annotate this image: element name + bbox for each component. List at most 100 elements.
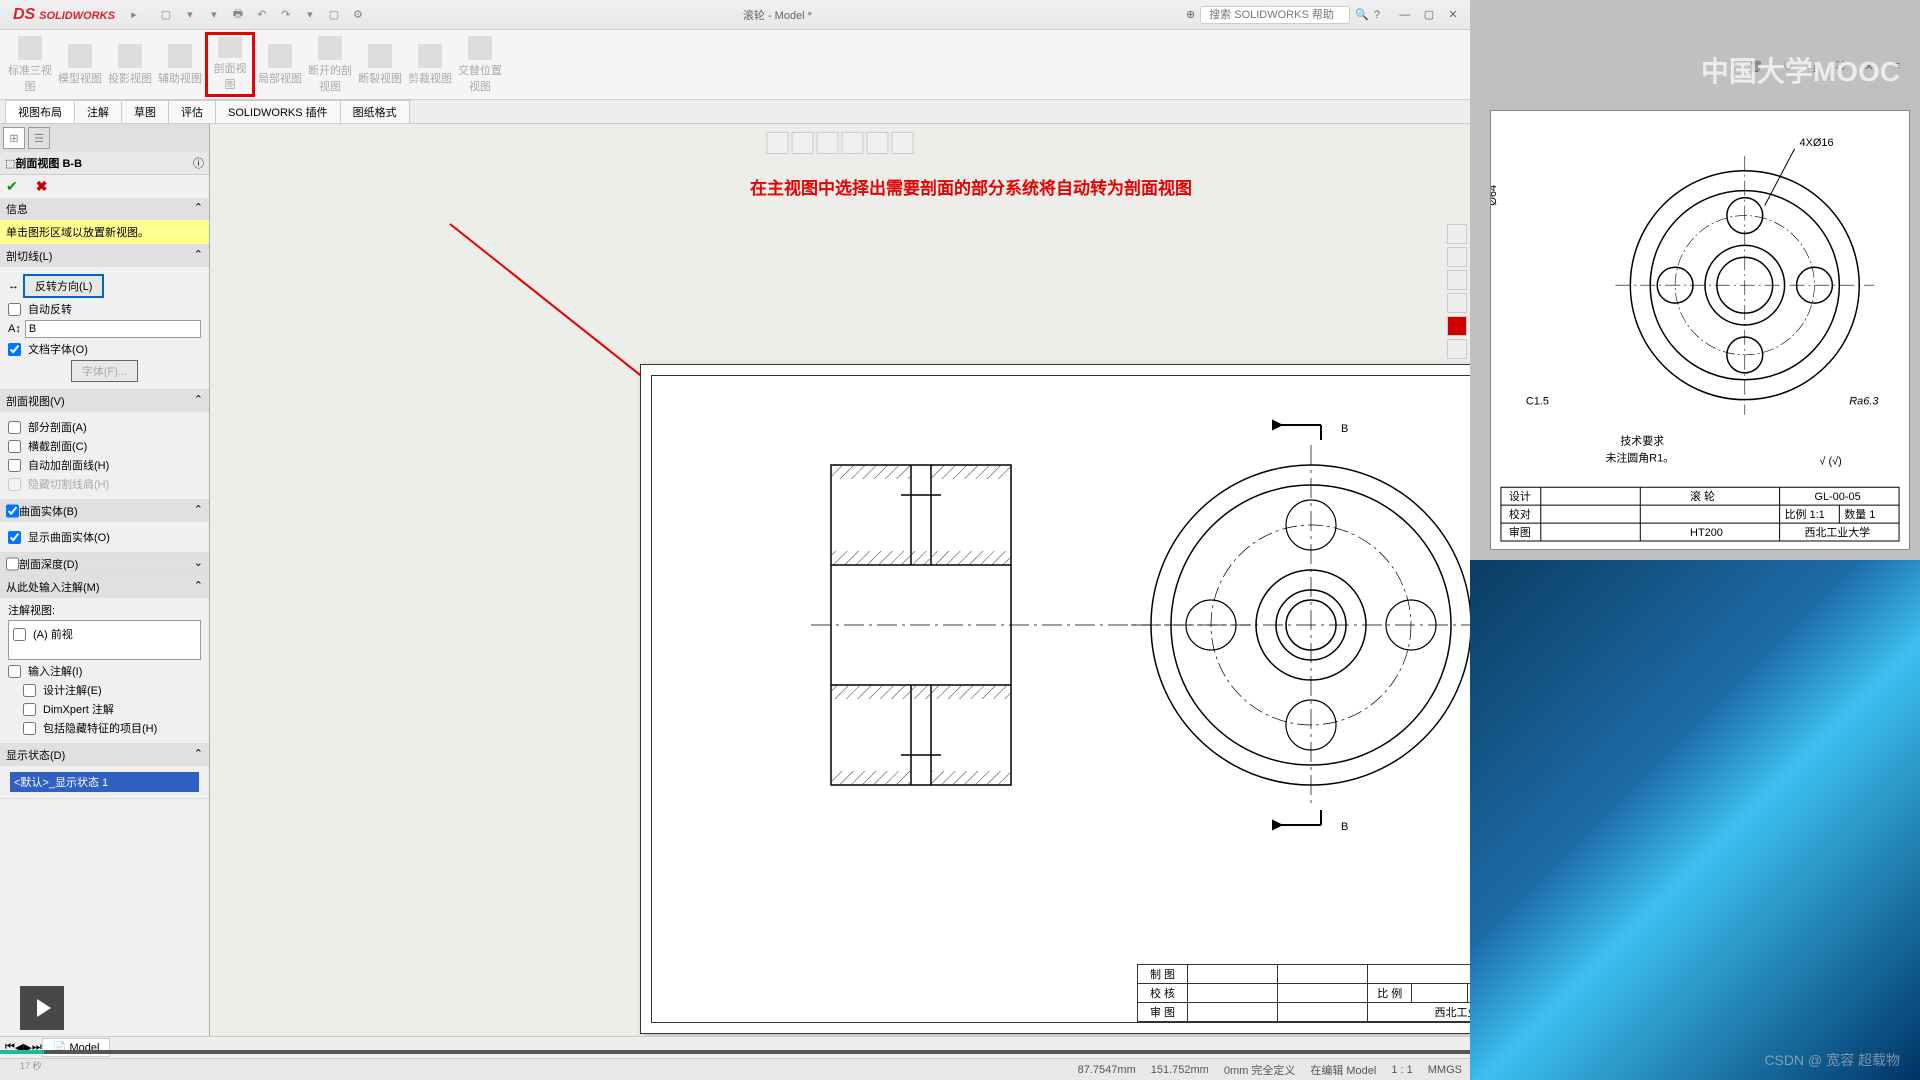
status-mode: 在编辑 Model bbox=[1310, 1062, 1376, 1078]
status-scale[interactable]: 1 : 1 bbox=[1391, 1064, 1412, 1076]
tab-0[interactable]: 视图布局 bbox=[5, 100, 75, 123]
surface-body-checkbox[interactable] bbox=[6, 503, 19, 519]
tab-3[interactable]: 评估 bbox=[168, 100, 216, 123]
ribbon-btn-4[interactable]: 剖面视图 bbox=[205, 32, 255, 97]
panel-tab1-icon[interactable]: ⊞ bbox=[3, 127, 25, 149]
svg-text:数量 1: 数量 1 bbox=[1844, 508, 1875, 521]
search-go-icon[interactable]: 🔍 bbox=[1355, 8, 1369, 21]
ribbon-btn-5[interactable]: 局部视图 bbox=[255, 32, 305, 97]
collapse-icon[interactable]: ⌄ bbox=[194, 556, 203, 572]
slice-section-checkbox[interactable] bbox=[8, 440, 21, 453]
properties-icon[interactable] bbox=[1447, 339, 1467, 359]
surface-header[interactable]: 曲面实体(B) bbox=[19, 503, 194, 519]
undo-icon[interactable]: ↶ bbox=[251, 4, 273, 26]
maximize-icon[interactable]: ▢ bbox=[1417, 5, 1441, 25]
search-help-input[interactable] bbox=[1200, 6, 1350, 24]
section-depth-checkbox[interactable] bbox=[6, 556, 19, 572]
tab-2[interactable]: 草图 bbox=[121, 100, 169, 123]
redo-icon[interactable]: ↷ bbox=[275, 4, 297, 26]
ribbon-btn-2[interactable]: 投影视图 bbox=[105, 32, 155, 97]
svg-text:C1.5: C1.5 bbox=[1526, 396, 1549, 408]
print-icon[interactable]: 🖶 bbox=[227, 4, 249, 26]
display-style-icon[interactable] bbox=[867, 132, 889, 154]
help-icon[interactable]: ? bbox=[1374, 9, 1380, 21]
hidden-feat-checkbox[interactable] bbox=[23, 722, 36, 735]
minimize-icon[interactable]: — bbox=[1393, 5, 1417, 25]
solidworks-window: DS SOLIDWORKS ▸ ▢ ▾ ▾ 🖶 ↶ ↷ ▾ ▢ ⚙ 滚轮 - M… bbox=[0, 0, 1470, 1080]
title-block: 制 图 校 核比 例数 量 审 图西北工业大学 bbox=[1137, 964, 1470, 1022]
open-icon[interactable]: ▾ bbox=[179, 4, 201, 26]
info-header[interactable]: 信息 bbox=[6, 201, 28, 217]
panel-tab2-icon[interactable]: ☰ bbox=[28, 127, 50, 149]
font-button[interactable]: 字体(F)... bbox=[71, 360, 138, 382]
ok-button[interactable]: ✔ bbox=[6, 178, 18, 195]
zoom-area-icon[interactable] bbox=[792, 132, 814, 154]
ribbon-btn-6[interactable]: 断开的剖视图 bbox=[305, 32, 355, 97]
zoom-fit-icon[interactable] bbox=[767, 132, 789, 154]
partial-section-checkbox[interactable] bbox=[8, 421, 21, 434]
cancel-button[interactable]: ✖ bbox=[36, 178, 48, 195]
status-units[interactable]: MMGS bbox=[1428, 1064, 1462, 1076]
new-icon[interactable]: ▢ bbox=[155, 4, 177, 26]
titlebar-right: ⊕ 🔍 ? — ▢ ✕ bbox=[1186, 5, 1465, 25]
dimxpert-checkbox[interactable] bbox=[23, 703, 36, 716]
cutline-header[interactable]: 剖切线(L) bbox=[6, 248, 52, 264]
auto-reverse-label: 自动反转 bbox=[28, 301, 72, 317]
display-state-item[interactable]: <默认>_显示状态 1 bbox=[10, 772, 199, 792]
ribbon-btn-0[interactable]: 标准三视图 bbox=[5, 32, 55, 97]
options-icon[interactable]: ⚙ bbox=[347, 4, 369, 26]
statusbar: 87.7547mm 151.752mm 0mm 完全定义 在编辑 Model 1… bbox=[0, 1058, 1470, 1080]
drawing-canvas[interactable]: 在主视图中选择出需要剖面的部分系统将自动转为剖面视图 bbox=[210, 124, 1470, 1036]
section-label-input[interactable] bbox=[25, 320, 201, 338]
explorer-icon[interactable] bbox=[1447, 293, 1467, 313]
reverse-direction-button[interactable]: 反转方向(L) bbox=[23, 274, 104, 298]
video-progress[interactable] bbox=[0, 1050, 1470, 1054]
section-icon[interactable] bbox=[842, 132, 864, 154]
video-play-button[interactable] bbox=[20, 986, 64, 1030]
resources-icon[interactable] bbox=[1447, 247, 1467, 267]
tab-4[interactable]: SOLIDWORKS 插件 bbox=[215, 100, 341, 123]
library-icon[interactable] bbox=[1447, 270, 1467, 290]
quick-access-toolbar: ▢ ▾ ▾ 🖶 ↶ ↷ ▾ ▢ ⚙ bbox=[155, 4, 369, 26]
panel-title: 剖面视图 B-B bbox=[15, 155, 193, 171]
search-icon[interactable]: ⊕ bbox=[1186, 8, 1195, 21]
sheet-tab-model[interactable]: 📄 Model bbox=[42, 1038, 111, 1057]
ribbon-btn-8[interactable]: 剪裁视图 bbox=[405, 32, 455, 97]
collapse-icon[interactable]: ⌃ bbox=[194, 201, 203, 217]
rebuild-icon[interactable]: ▢ bbox=[323, 4, 345, 26]
collapse-icon[interactable]: ⌃ bbox=[194, 579, 203, 595]
ribbon-btn-9[interactable]: 交替位置视图 bbox=[455, 32, 505, 97]
auto-reverse-checkbox[interactable] bbox=[8, 303, 21, 316]
tab-1[interactable]: 注解 bbox=[74, 100, 122, 123]
import-annot-header[interactable]: 从此处输入注解(M) bbox=[6, 579, 100, 595]
video-time: 17 秒 bbox=[20, 1059, 42, 1072]
depth-header[interactable]: 剖面深度(D) bbox=[19, 556, 194, 572]
close-icon[interactable]: ✕ bbox=[1441, 5, 1465, 25]
collapse-icon[interactable]: ⌃ bbox=[194, 503, 203, 519]
qat-dropdown-icon[interactable]: ▸ bbox=[123, 4, 145, 26]
annot-view-list[interactable]: (A) 前视 bbox=[8, 620, 201, 660]
panel-help-icon[interactable]: ⓘ bbox=[193, 155, 204, 171]
collapse-icon[interactable]: ⌃ bbox=[194, 747, 203, 763]
ribbon-btn-1[interactable]: 模型视图 bbox=[55, 32, 105, 97]
auto-hatch-checkbox[interactable] bbox=[8, 459, 21, 472]
hide-show-icon[interactable] bbox=[892, 132, 914, 154]
design-annot-checkbox[interactable] bbox=[23, 684, 36, 697]
select-icon[interactable]: ▾ bbox=[299, 4, 321, 26]
section-view-header[interactable]: 剖面视图(V) bbox=[6, 393, 65, 409]
input-annot-checkbox[interactable] bbox=[8, 665, 21, 678]
ribbon-btn-7[interactable]: 断裂视图 bbox=[355, 32, 405, 97]
prev-view-icon[interactable] bbox=[817, 132, 839, 154]
appearance-icon[interactable] bbox=[1447, 316, 1467, 336]
display-state-header[interactable]: 显示状态(D) bbox=[6, 747, 65, 763]
svg-text:HT200: HT200 bbox=[1690, 527, 1723, 539]
collapse-icon[interactable]: ⌃ bbox=[194, 393, 203, 409]
show-surface-checkbox[interactable] bbox=[8, 531, 21, 544]
front-view-checkbox[interactable] bbox=[13, 628, 26, 641]
save-icon[interactable]: ▾ bbox=[203, 4, 225, 26]
collapse-icon[interactable]: ⌃ bbox=[194, 248, 203, 264]
tab-5[interactable]: 图纸格式 bbox=[340, 100, 410, 123]
home-icon[interactable] bbox=[1447, 224, 1467, 244]
doc-font-checkbox[interactable] bbox=[8, 343, 21, 356]
ribbon-btn-3[interactable]: 辅助视图 bbox=[155, 32, 205, 97]
